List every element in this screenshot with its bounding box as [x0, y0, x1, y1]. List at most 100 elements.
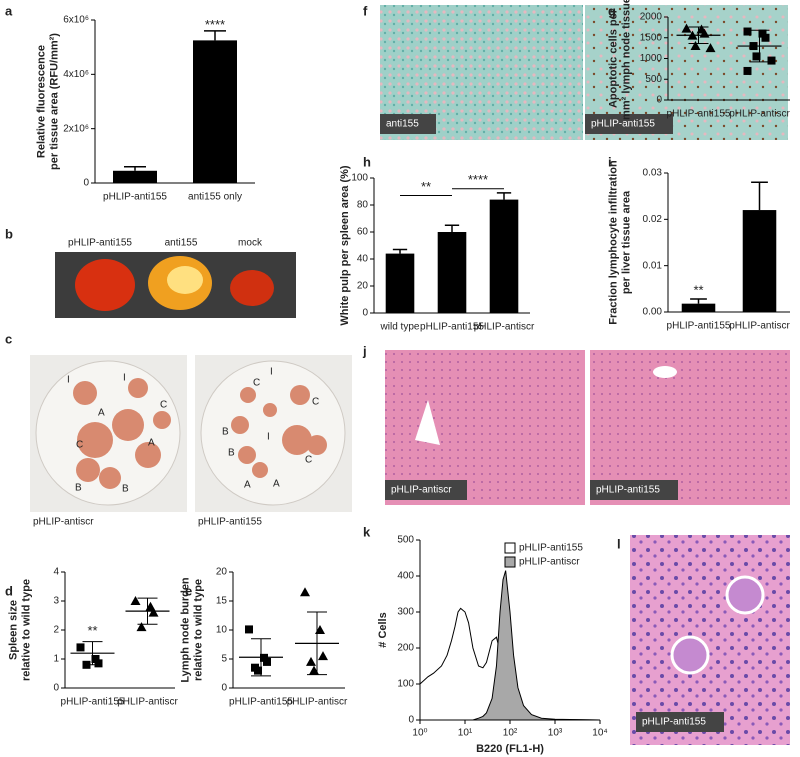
panel-g: g 0 500 1000 1500 2000 Apoptotic cells per mm² …	[607, 0, 790, 120]
x-tick-label: anti155 only	[188, 192, 242, 203]
y-tick-label: 80	[357, 200, 369, 211]
y-tick-label: 0	[408, 715, 414, 726]
panel-letter: g	[608, 3, 616, 18]
panel-k: k 0 100 200 300 400 500 # Cells 10⁰ 10¹ 10² 10³ 10⁴ B…	[363, 524, 608, 754]
y-axis-label: per liver tissue area	[620, 190, 632, 294]
y-tick-label: 500	[645, 74, 662, 85]
y-axis-label: Apoptotic cells per	[607, 8, 619, 108]
error-bar	[392, 248, 408, 254]
image-label: pHLIP-antiscr	[391, 485, 452, 496]
image-label: pHLIP-anti155	[68, 238, 132, 249]
y-axis-label: mm² lymph node tissue	[620, 0, 632, 120]
panel-letter: d	[5, 583, 13, 598]
legend-swatch	[504, 556, 516, 568]
x-tick-label: pHLIP-anti155	[61, 697, 125, 708]
dish-label: A	[148, 438, 155, 449]
y-tick-label: 20	[357, 281, 369, 292]
x-tick-label: 10¹	[458, 728, 473, 739]
y-tick-label: 100	[397, 679, 414, 690]
x-tick-label: pHLIP-anti155	[420, 322, 484, 333]
error-bar	[444, 224, 460, 232]
label-box	[636, 712, 724, 732]
dish-label: A	[98, 408, 105, 419]
y-tick-label: 0	[221, 683, 227, 694]
label-box	[590, 480, 678, 500]
y-tick-label: 400	[397, 571, 414, 582]
y-tick-label: 0.00	[643, 307, 663, 318]
x-tick-label: pHLIP-antiscr	[287, 697, 348, 708]
y-tick-label: 40	[357, 254, 369, 265]
dish-label: I	[267, 432, 270, 443]
y-tick-label: 100	[351, 173, 368, 184]
glomerulus	[670, 635, 710, 675]
point	[306, 656, 316, 666]
x-tick-label: pHLIP-anti155	[229, 697, 293, 708]
panel-letter: j	[362, 343, 367, 358]
dish-label: I	[67, 375, 70, 386]
dish-label: C	[253, 378, 260, 389]
y-tick-label: 3	[53, 596, 59, 607]
organ	[75, 259, 135, 311]
x-tick-label: pHLIP-antiscr	[117, 697, 178, 708]
dish-label: I	[123, 373, 126, 384]
panel-j: j pHLIP-antiscr pHLIP-anti155	[362, 343, 790, 505]
vessel	[415, 400, 440, 445]
point	[705, 43, 716, 53]
x-tick-label: pHLIP-anti155	[667, 109, 731, 120]
y-tick-label: 2	[53, 625, 59, 636]
image-label: anti155	[386, 119, 419, 130]
panel-letter: h	[363, 154, 371, 169]
point	[767, 56, 776, 65]
dish-label: C	[160, 400, 167, 411]
y-tick-label: 20	[216, 567, 228, 578]
panel-l: l pHLIP-anti155	[617, 535, 790, 745]
x-tick-label: pHLIP-antiscr	[729, 321, 790, 332]
y-tick-label: 0.01	[643, 260, 663, 271]
dish-label: B	[228, 448, 235, 459]
x-tick-label: 10²	[503, 728, 518, 739]
dish-label: I	[270, 367, 273, 378]
label-box	[380, 114, 436, 134]
sd-bar	[251, 638, 271, 677]
y-tick-label: 0.03	[643, 168, 663, 179]
panel-c: c I I A C C A B B I C C B I B C A A	[5, 331, 352, 528]
error-bar	[496, 192, 512, 200]
dish-label: B	[122, 484, 129, 495]
dish-labels: I I A C C A B B I C C B I B C A A	[67, 367, 319, 495]
point	[743, 66, 752, 75]
legend-swatch	[504, 542, 516, 554]
annotation: ****	[468, 172, 488, 187]
y-tick-label: 5	[221, 654, 227, 665]
x-tick-label: pHLIP-antiscr	[474, 322, 535, 333]
image-label: mock	[238, 238, 263, 249]
y-tick-label: 500	[397, 535, 414, 546]
image-label: pHLIP-anti155	[198, 517, 262, 528]
label-box	[585, 114, 673, 134]
point	[136, 622, 147, 632]
legend-label: pHLIP-antiscr	[519, 557, 580, 568]
x-tick-label: 10³	[548, 728, 563, 739]
dish-label: C	[76, 440, 83, 451]
panel-a: a 0 2x10⁶ 4x10⁶ 6x10⁶ Relative fluorescence pe…	[5, 3, 255, 203]
y-tick-label: 6x10⁶	[63, 15, 89, 26]
image-label: pHLIP-anti155	[591, 119, 655, 130]
legend-label: pHLIP-anti155	[519, 543, 583, 554]
y-tick-label: 300	[397, 607, 414, 618]
y-tick-label: 0.02	[643, 214, 663, 225]
point	[318, 651, 328, 661]
y-tick-label: 200	[397, 643, 414, 654]
y-tick-label: 4	[53, 567, 59, 578]
y-tick-label: 1000	[640, 53, 663, 64]
y-axis-label: Relative fluorescence	[35, 45, 47, 158]
sd-bar	[307, 611, 327, 676]
sd-bar	[688, 26, 709, 45]
y-tick-label: 2x10⁶	[63, 123, 89, 134]
y-axis-label: relative to wild type	[192, 579, 204, 681]
bar	[113, 170, 157, 183]
y-tick-label: 4x10⁶	[63, 69, 89, 80]
point	[681, 23, 692, 33]
annotation: **	[87, 623, 97, 638]
bar	[489, 199, 519, 313]
image-label: pHLIP-anti155	[642, 717, 706, 728]
